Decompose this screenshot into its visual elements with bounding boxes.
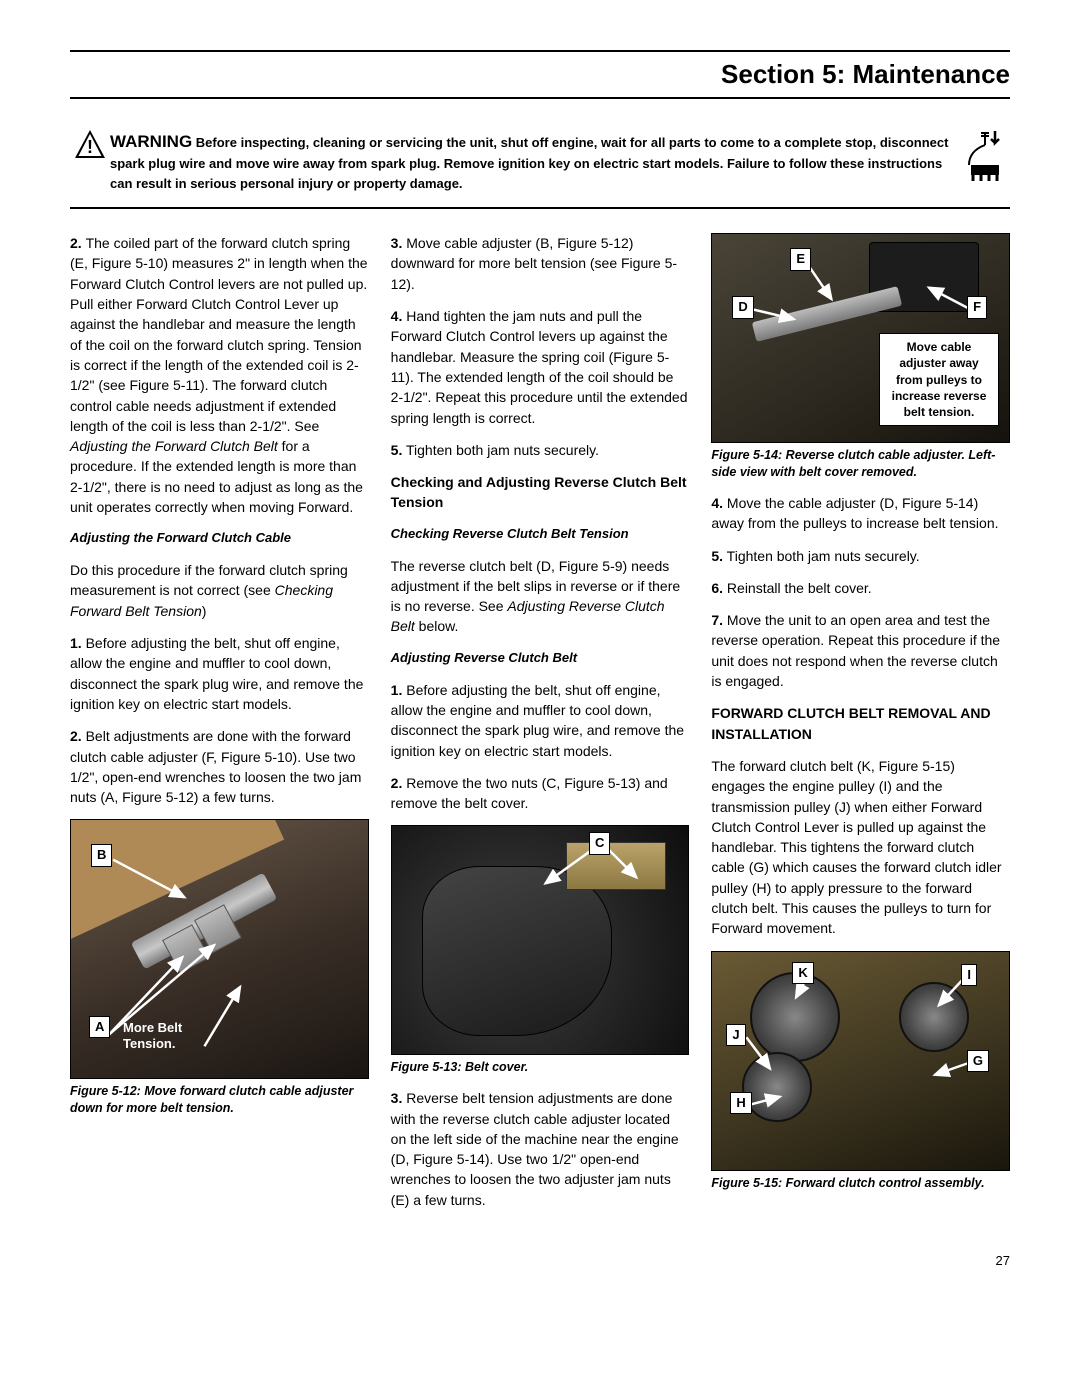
para: Do this procedure if the forward clutch … bbox=[70, 560, 369, 621]
page-number: 27 bbox=[70, 1252, 1010, 1271]
callout-c: C bbox=[589, 832, 610, 855]
figure-caption: Figure 5-12: Move forward clutch cable a… bbox=[70, 1083, 369, 1117]
section-header: Section 5: Maintenance bbox=[70, 50, 1010, 99]
figure-caption: Figure 5-14: Reverse clutch cable adjust… bbox=[711, 447, 1010, 481]
svg-text:!: ! bbox=[87, 137, 93, 157]
warning-icon: ! bbox=[70, 129, 110, 164]
para: 3. Reverse belt tension adjustments are … bbox=[391, 1088, 690, 1210]
callout-h: H bbox=[730, 1092, 751, 1115]
para: 2. The coiled part of the forward clutch… bbox=[70, 233, 369, 517]
callout-i: I bbox=[961, 964, 977, 987]
callout-a: A bbox=[89, 1016, 110, 1039]
para: 2. Remove the two nuts (C, Figure 5-13) … bbox=[391, 773, 690, 814]
para: 5. Tighten both jam nuts securely. bbox=[711, 546, 1010, 566]
content-columns: 2. The coiled part of the forward clutch… bbox=[70, 233, 1010, 1222]
subheading: Checking Reverse Clutch Belt Tension bbox=[391, 525, 690, 544]
callout-g: G bbox=[967, 1050, 989, 1073]
subheading: Adjusting Reverse Clutch Belt bbox=[391, 649, 690, 668]
figure-5-13: C bbox=[391, 825, 690, 1055]
para: 7. Move the unit to an open area and tes… bbox=[711, 610, 1010, 691]
para: The reverse clutch belt (D, Figure 5-9) … bbox=[391, 556, 690, 637]
callout-d: D bbox=[732, 296, 753, 319]
figure-5-14: E D F Move cable adjuster away from pull… bbox=[711, 233, 1010, 443]
callout-b: B bbox=[91, 844, 112, 867]
column-2: 3. Move cable adjuster (B, Figure 5-12) … bbox=[391, 233, 690, 1222]
subheading: Adjusting the Forward Clutch Cable bbox=[70, 529, 369, 548]
tension-label: More Belt Tension. bbox=[123, 1020, 182, 1053]
warning-body: Before inspecting, cleaning or servicing… bbox=[110, 135, 948, 191]
warning-text: WARNING Before inspecting, cleaning or s… bbox=[110, 129, 956, 194]
figure-5-15: K I J G H bbox=[711, 951, 1010, 1171]
para: 1. Before adjusting the belt, shut off e… bbox=[70, 633, 369, 714]
para: 4. Hand tighten the jam nuts and pull th… bbox=[391, 306, 690, 428]
para: 5. Tighten both jam nuts securely. bbox=[391, 440, 690, 460]
para: 3. Move cable adjuster (B, Figure 5-12) … bbox=[391, 233, 690, 294]
figure-caption: Figure 5-15: Forward clutch control asse… bbox=[711, 1175, 1010, 1192]
section-title: Section 5: Maintenance bbox=[70, 56, 1010, 94]
instruction-box: Move cable adjuster away from pulleys to… bbox=[879, 333, 999, 426]
column-3: E D F Move cable adjuster away from pull… bbox=[711, 233, 1010, 1203]
para: The forward clutch belt (K, Figure 5-15)… bbox=[711, 756, 1010, 939]
para: 4. Move the cable adjuster (D, Figure 5-… bbox=[711, 493, 1010, 534]
column-1: 2. The coiled part of the forward clutch… bbox=[70, 233, 369, 1129]
callout-f: F bbox=[967, 296, 987, 319]
subheading: FORWARD CLUTCH BELT REMOVAL AND INSTALLA… bbox=[711, 703, 1010, 744]
warning-box: ! WARNING Before inspecting, cleaning or… bbox=[70, 119, 1010, 210]
para: 1. Before adjusting the belt, shut off e… bbox=[391, 680, 690, 761]
callout-e: E bbox=[790, 248, 811, 271]
warning-lead: WARNING bbox=[110, 132, 192, 151]
callout-j: J bbox=[726, 1024, 745, 1047]
spark-plug-icon bbox=[956, 129, 1010, 188]
figure-caption: Figure 5-13: Belt cover. bbox=[391, 1059, 690, 1076]
callout-k: K bbox=[792, 962, 813, 985]
para: 2. Belt adjustments are done with the fo… bbox=[70, 726, 369, 807]
subheading: Checking and Adjusting Reverse Clutch Be… bbox=[391, 472, 690, 513]
figure-5-12: B A More Belt Tension. bbox=[70, 819, 369, 1079]
para: 6. Reinstall the belt cover. bbox=[711, 578, 1010, 598]
